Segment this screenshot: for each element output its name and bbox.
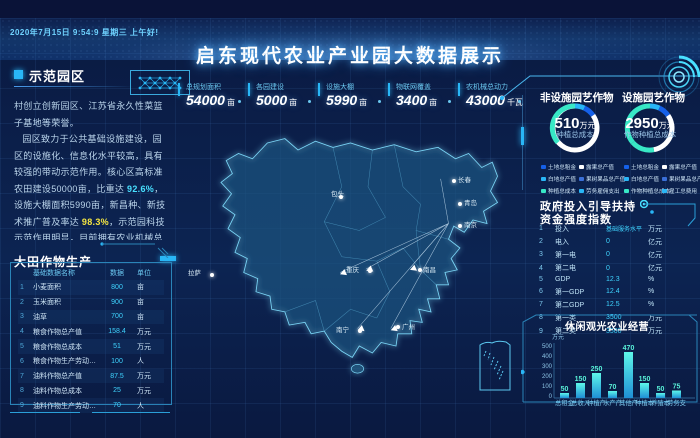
svg-text:万元: 万元: [552, 334, 564, 341]
svg-text:300: 300: [542, 364, 553, 370]
svg-text:作物种植总成本: 作物种植总成本: [624, 129, 676, 139]
svg-text:50: 50: [561, 386, 569, 393]
svg-text:470: 470: [623, 345, 635, 352]
svg-text:75: 75: [673, 384, 681, 391]
svg-text:200: 200: [542, 374, 553, 380]
svg-text:100: 100: [542, 384, 553, 390]
svg-text:0: 0: [549, 394, 553, 400]
svg-text:种植总成本: 种植总成本: [556, 129, 594, 139]
svg-text:劳务支: 劳务支: [667, 398, 687, 407]
svg-text:150: 150: [575, 376, 587, 383]
svg-text:150: 150: [639, 376, 651, 383]
svg-text:50: 50: [657, 386, 665, 393]
svg-text:70: 70: [609, 384, 617, 391]
svg-text:500: 500: [542, 344, 553, 350]
svg-text:400: 400: [542, 354, 553, 360]
svg-text:250: 250: [591, 366, 603, 373]
